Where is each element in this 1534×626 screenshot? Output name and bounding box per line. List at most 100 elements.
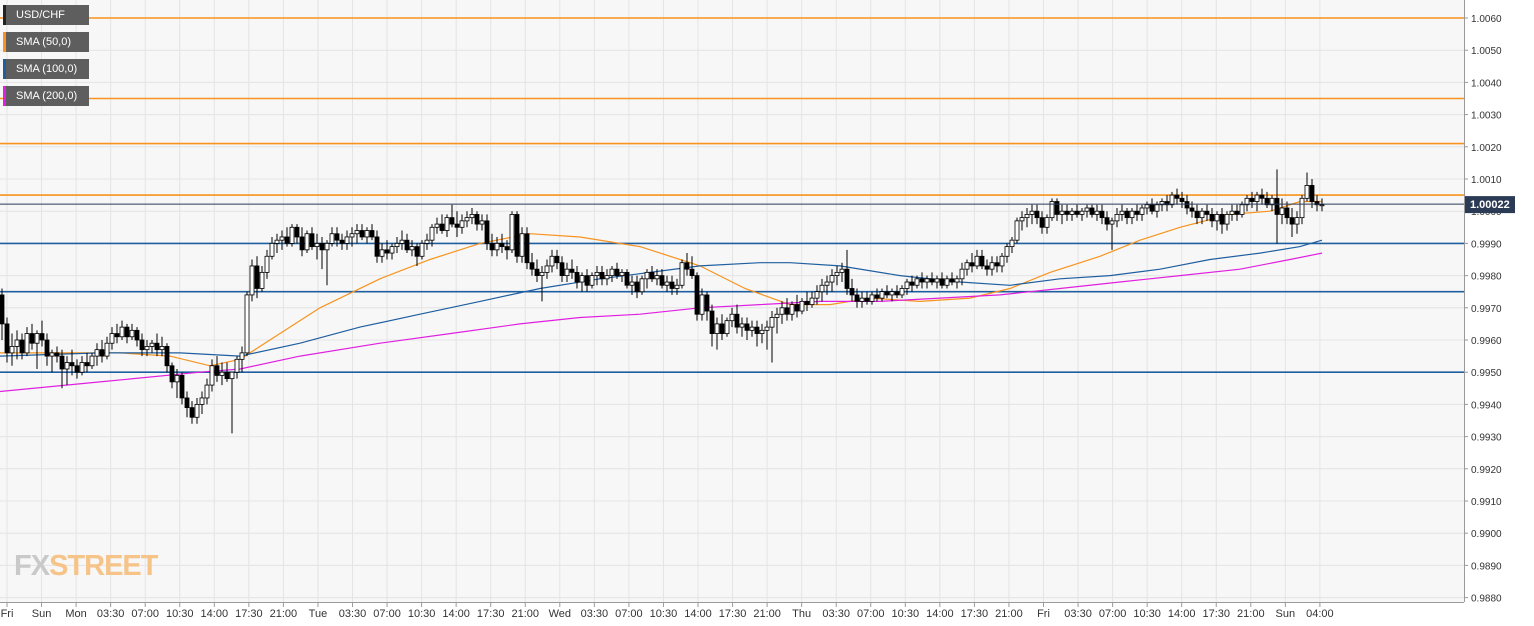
candle	[1244, 195, 1250, 212]
candle-body	[744, 323, 750, 331]
candle-body	[939, 278, 945, 286]
candle-body	[389, 246, 395, 254]
legend-item-usdchf[interactable]: USD/CHF	[3, 5, 90, 25]
candle	[1219, 207, 1225, 234]
candle	[454, 211, 460, 237]
candle-body	[199, 397, 205, 405]
candle-body	[1149, 204, 1155, 212]
candle	[304, 230, 310, 254]
candle	[1094, 204, 1100, 221]
candle	[824, 275, 830, 295]
plot-background	[0, 0, 1464, 602]
candle	[34, 330, 40, 369]
candle-body	[329, 233, 335, 244]
candle	[1199, 207, 1205, 225]
candle-body	[39, 333, 45, 341]
candle	[914, 275, 920, 289]
candle-body	[999, 255, 1005, 267]
candle	[534, 259, 540, 283]
candle-body	[844, 268, 850, 289]
legend-swatch	[3, 86, 6, 106]
candle-body	[989, 262, 995, 270]
candle-body	[319, 242, 325, 251]
candle	[1224, 211, 1230, 231]
price-tick-label: 0.9880	[1471, 594, 1502, 605]
candle	[529, 253, 535, 276]
candle-body	[1114, 214, 1120, 222]
time-tick-label: 21:00	[753, 608, 781, 620]
time-tick-label: 21:00	[995, 608, 1023, 620]
candle-body	[499, 242, 505, 248]
candle-body	[664, 281, 670, 286]
candle	[249, 259, 255, 302]
candle-body	[1164, 201, 1170, 206]
candle-body	[1239, 204, 1245, 215]
candle	[714, 317, 720, 350]
candle-body	[479, 220, 485, 225]
candle	[4, 317, 10, 363]
candle	[1099, 204, 1105, 225]
candle-body	[1104, 217, 1110, 225]
candle	[474, 211, 480, 231]
time-tick-label: 10:30	[650, 608, 678, 620]
candle	[404, 233, 410, 254]
candle-body	[814, 291, 820, 299]
candle-body	[294, 226, 300, 238]
candle	[1304, 172, 1310, 202]
legend-item-sma100[interactable]: SMA (100,0)	[3, 59, 90, 79]
candle	[569, 259, 575, 279]
time-tick-label: 10:30	[1133, 608, 1161, 620]
candle-body	[64, 362, 70, 370]
candle-body	[969, 262, 975, 267]
candle-body	[109, 333, 115, 344]
candle-body	[409, 246, 415, 251]
candle	[314, 233, 320, 260]
candle-body	[0, 294, 5, 325]
candle	[264, 249, 270, 279]
candle-body	[959, 268, 965, 280]
time-tick-label: 14:00	[684, 608, 712, 620]
time-tick-label: Wed	[549, 608, 571, 620]
time-tick-label: 07:00	[615, 608, 643, 620]
candle	[254, 256, 260, 299]
candle	[389, 243, 395, 260]
time-tick-label: 07:00	[1099, 608, 1127, 620]
candle-body	[574, 271, 580, 283]
candle-body	[1179, 197, 1185, 202]
time-axis: Fri Sun Mon 03:30 07:00 10:30 14:00 17:30 21:00 T…	[1, 602, 1334, 620]
candle	[424, 233, 430, 250]
candle-body	[69, 362, 75, 367]
candle-body	[739, 323, 745, 328]
candle	[829, 269, 835, 292]
candle-body	[1199, 210, 1205, 219]
candle-body	[359, 230, 365, 238]
candle	[99, 340, 105, 363]
time-tick-label: 10:30	[892, 608, 920, 620]
candle-body	[529, 262, 535, 270]
candle-body	[169, 365, 175, 383]
candle	[189, 401, 195, 424]
candle-body	[859, 297, 865, 302]
candle	[229, 371, 235, 434]
candle	[664, 275, 670, 292]
candle-body	[504, 246, 510, 251]
candle	[934, 275, 940, 289]
candle	[799, 298, 805, 315]
legend-item-sma50[interactable]: SMA (50,0)	[3, 32, 90, 52]
candle-body	[1269, 197, 1275, 206]
candle	[944, 275, 950, 289]
candle	[494, 236, 500, 257]
time-tick-label: 17:30	[477, 608, 505, 620]
candle-body	[384, 249, 390, 254]
candle-body	[804, 300, 810, 305]
time-tick-label: 14:00	[201, 608, 229, 620]
candle-body	[654, 275, 660, 280]
candle	[844, 249, 850, 295]
candle-body	[204, 384, 210, 399]
candle-body	[709, 310, 715, 334]
legend-item-sma200[interactable]: SMA (200,0)	[3, 86, 90, 106]
candle	[1289, 207, 1295, 237]
candle	[1184, 195, 1190, 215]
candle-body	[834, 271, 840, 277]
